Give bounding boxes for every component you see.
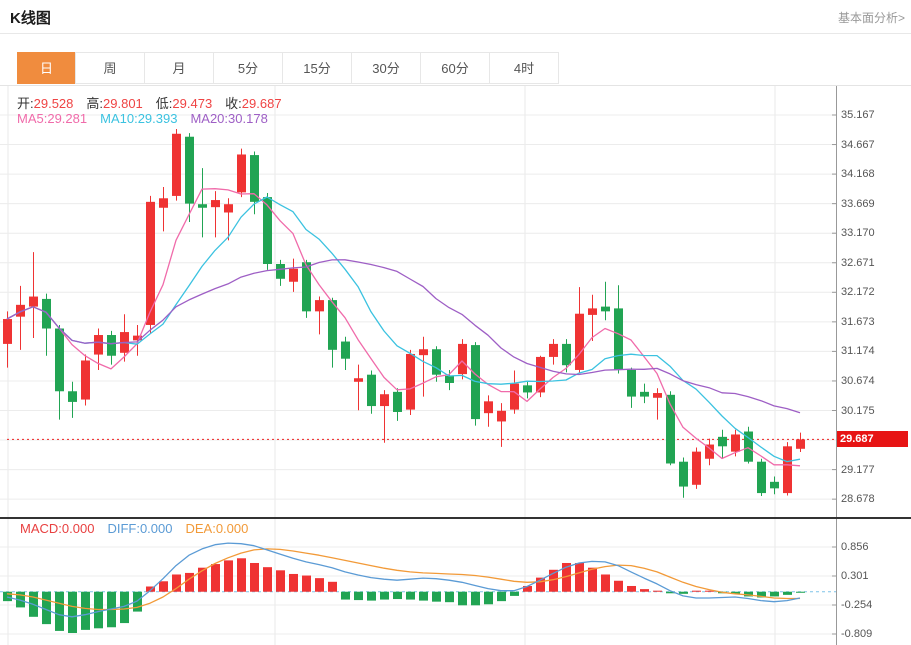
price-axis-label: 30.674 bbox=[841, 374, 875, 387]
tab-interval-0[interactable]: 日 bbox=[17, 52, 76, 84]
price-axis-label: 32.172 bbox=[841, 286, 875, 299]
price-axis-label: 29.177 bbox=[841, 463, 875, 476]
readout-segment: MA20:30.178 bbox=[190, 111, 268, 126]
readout-segment: 高:29.801 bbox=[86, 96, 143, 111]
ohlc-readout: 开:29.528 高:29.801 低:29.473 收:29.687 bbox=[17, 93, 295, 112]
tab-interval-3[interactable]: 5分 bbox=[213, 52, 283, 84]
price-axis-label: 33.170 bbox=[841, 227, 875, 240]
price-axis-label: 31.174 bbox=[841, 345, 875, 358]
macd-axis-label: -0.809 bbox=[841, 628, 873, 640]
price-axis-label: 35.167 bbox=[841, 109, 875, 121]
tab-interval-1[interactable]: 周 bbox=[75, 52, 145, 84]
fundamental-analysis-link[interactable]: 基本面分析> bbox=[837, 11, 905, 25]
price-axis-label: 31.673 bbox=[841, 315, 875, 328]
price-axis-label: 34.667 bbox=[841, 138, 875, 151]
readout-segment: 低:29.473 bbox=[155, 96, 213, 111]
tab-interval-4[interactable]: 15分 bbox=[282, 52, 352, 84]
readout-segment: MACD:0.000 bbox=[20, 521, 95, 536]
readout-segment: DIFF:0.000 bbox=[107, 521, 173, 536]
readout-segment: MA5:29.281 bbox=[17, 111, 88, 126]
price-axis-label: 30.175 bbox=[841, 404, 875, 417]
interval-tab-bar: 日周月 5分 15分 30分 60分 4时 bbox=[17, 52, 559, 84]
price-axis-label: 32.671 bbox=[841, 256, 875, 269]
macd-axis-label: -0.254 bbox=[841, 599, 873, 611]
ma-readout: MA5:29.281 MA10:29.393 MA20:30.178 bbox=[17, 111, 281, 126]
macd-axis-label: 0.856 bbox=[841, 541, 869, 553]
header-divider bbox=[0, 33, 911, 34]
macd-axis-label: 0.301 bbox=[841, 570, 869, 582]
current-price-tag: 29.687 bbox=[837, 431, 908, 448]
readout-segment: 收:29.687 bbox=[225, 96, 282, 111]
macd-readout: MACD:0.000 DIFF:0.000 DEA:0.000 bbox=[20, 521, 261, 536]
tab-interval-2[interactable]: 月 bbox=[144, 52, 214, 84]
tabs-bottom-border bbox=[0, 85, 911, 86]
readout-segment: DEA:0.000 bbox=[185, 521, 249, 536]
tab-interval-7[interactable]: 4时 bbox=[489, 52, 559, 84]
price-axis-label: 28.678 bbox=[841, 493, 875, 506]
tab-interval-5[interactable]: 30分 bbox=[351, 52, 421, 84]
page-title: K线图 bbox=[10, 10, 51, 27]
tab-interval-6[interactable]: 60分 bbox=[420, 52, 490, 84]
readout-segment: 开:29.528 bbox=[17, 96, 74, 111]
readout-segment: MA10:29.393 bbox=[100, 111, 178, 126]
price-axis-label: 33.669 bbox=[841, 197, 875, 210]
price-axis-label: 34.168 bbox=[841, 168, 875, 181]
